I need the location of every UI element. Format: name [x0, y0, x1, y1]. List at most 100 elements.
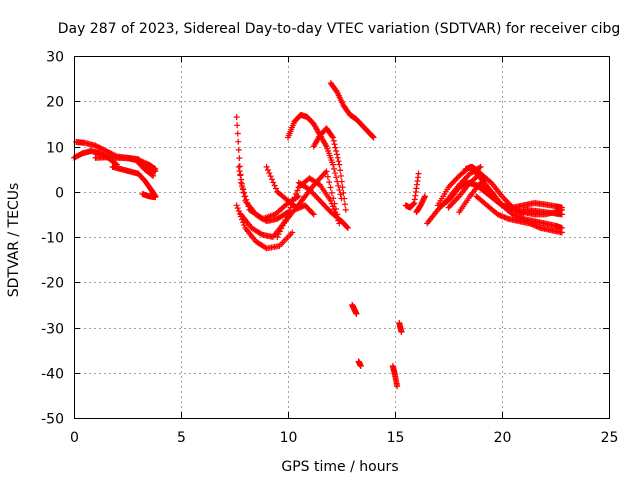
data-point	[149, 172, 156, 179]
series-arc-c1	[349, 301, 360, 317]
data-point	[315, 181, 322, 188]
data-point	[272, 185, 279, 192]
data-point	[237, 172, 244, 179]
data-point	[274, 234, 281, 240]
data-point	[238, 180, 245, 187]
data-point	[278, 225, 285, 232]
data-point	[294, 187, 301, 194]
grid-layer	[74, 56, 609, 418]
data-point	[328, 200, 335, 207]
data-point	[337, 191, 344, 198]
data-point	[333, 174, 340, 181]
data-point	[309, 210, 316, 217]
series-arc-d10	[520, 206, 565, 218]
series-arc-d9	[499, 200, 565, 211]
series-arc-d2	[413, 193, 428, 216]
data-point	[95, 143, 102, 150]
data-point	[286, 207, 293, 214]
data-point	[103, 148, 110, 155]
data-point	[328, 189, 335, 196]
series-arc-c4	[396, 319, 405, 336]
data-point	[271, 182, 278, 189]
series-arc-d1	[402, 170, 422, 211]
data-point	[283, 214, 290, 221]
x-tick-label: 20	[494, 430, 512, 446]
axis-layer: 0 5 10 15 20 25 -50 -40 -30 -20 -10 0 10 20 30	[41, 50, 618, 447]
data-point	[285, 211, 291, 218]
data-point	[257, 230, 264, 237]
data-point	[335, 158, 342, 165]
data-point	[92, 142, 99, 149]
data-point	[331, 206, 338, 213]
data-point	[486, 187, 493, 194]
data-point	[342, 206, 349, 213]
y-axis-title: SDTVAR / TECUs	[6, 183, 22, 298]
data-point	[332, 144, 339, 151]
series-arc-b3	[235, 163, 291, 225]
data-point	[233, 202, 240, 209]
data-point	[290, 197, 297, 204]
data-point	[293, 191, 300, 198]
data-point	[329, 134, 336, 141]
x-tick-label: 0	[70, 430, 79, 446]
data-point	[96, 144, 103, 151]
points-layer	[71, 80, 565, 390]
data-point	[235, 146, 242, 153]
data-point	[341, 195, 348, 202]
data-point	[336, 187, 343, 194]
data-point	[234, 130, 241, 137]
data-point	[344, 224, 351, 231]
data-point	[97, 145, 104, 152]
x-tick-label: 15	[387, 430, 405, 446]
series-arc-b9	[310, 125, 349, 213]
data-point	[341, 201, 348, 208]
x-tick-label: 5	[177, 430, 186, 446]
y-tick-label: 20	[46, 95, 64, 111]
data-point	[236, 168, 243, 175]
x-tick-label: 25	[601, 430, 619, 446]
y-tick-label: 10	[46, 141, 64, 157]
data-point	[331, 141, 338, 148]
data-point	[233, 114, 240, 121]
data-point	[100, 146, 107, 153]
data-point	[330, 137, 337, 144]
y-tick-label: 30	[46, 50, 64, 66]
data-point	[421, 193, 428, 200]
data-point	[558, 204, 565, 211]
data-point	[263, 163, 270, 170]
data-point	[240, 189, 247, 196]
data-point	[334, 154, 341, 161]
data-point	[266, 170, 273, 177]
data-point	[338, 178, 345, 185]
series-arc-d11	[462, 163, 488, 184]
data-point	[280, 219, 287, 226]
chart-title: Day 287 of 2023, Sidereal Day-to-day VTE…	[58, 21, 621, 37]
data-point	[332, 170, 339, 177]
data-point	[329, 161, 336, 168]
data-point	[152, 166, 159, 173]
series-arc-c3	[389, 362, 401, 390]
data-point	[234, 122, 241, 129]
y-tick-label: -40	[41, 367, 64, 383]
data-point	[481, 177, 488, 184]
data-point	[238, 176, 245, 183]
series-arc-d8	[473, 193, 565, 236]
data-point	[477, 163, 484, 170]
data-point	[150, 172, 157, 179]
data-point	[104, 148, 111, 155]
data-point	[337, 172, 344, 179]
data-point	[268, 176, 275, 183]
data-point	[275, 231, 282, 238]
data-point	[415, 170, 422, 177]
series-arc-b10	[327, 80, 377, 141]
y-tick-label: -20	[41, 276, 64, 292]
data-point	[337, 167, 344, 174]
data-point	[481, 176, 488, 183]
data-point	[236, 155, 243, 162]
series-arc-b2	[233, 202, 296, 252]
data-point	[152, 194, 159, 201]
data-point	[344, 224, 351, 231]
data-point	[357, 362, 364, 369]
data-point	[331, 165, 338, 172]
data-point	[276, 228, 283, 235]
